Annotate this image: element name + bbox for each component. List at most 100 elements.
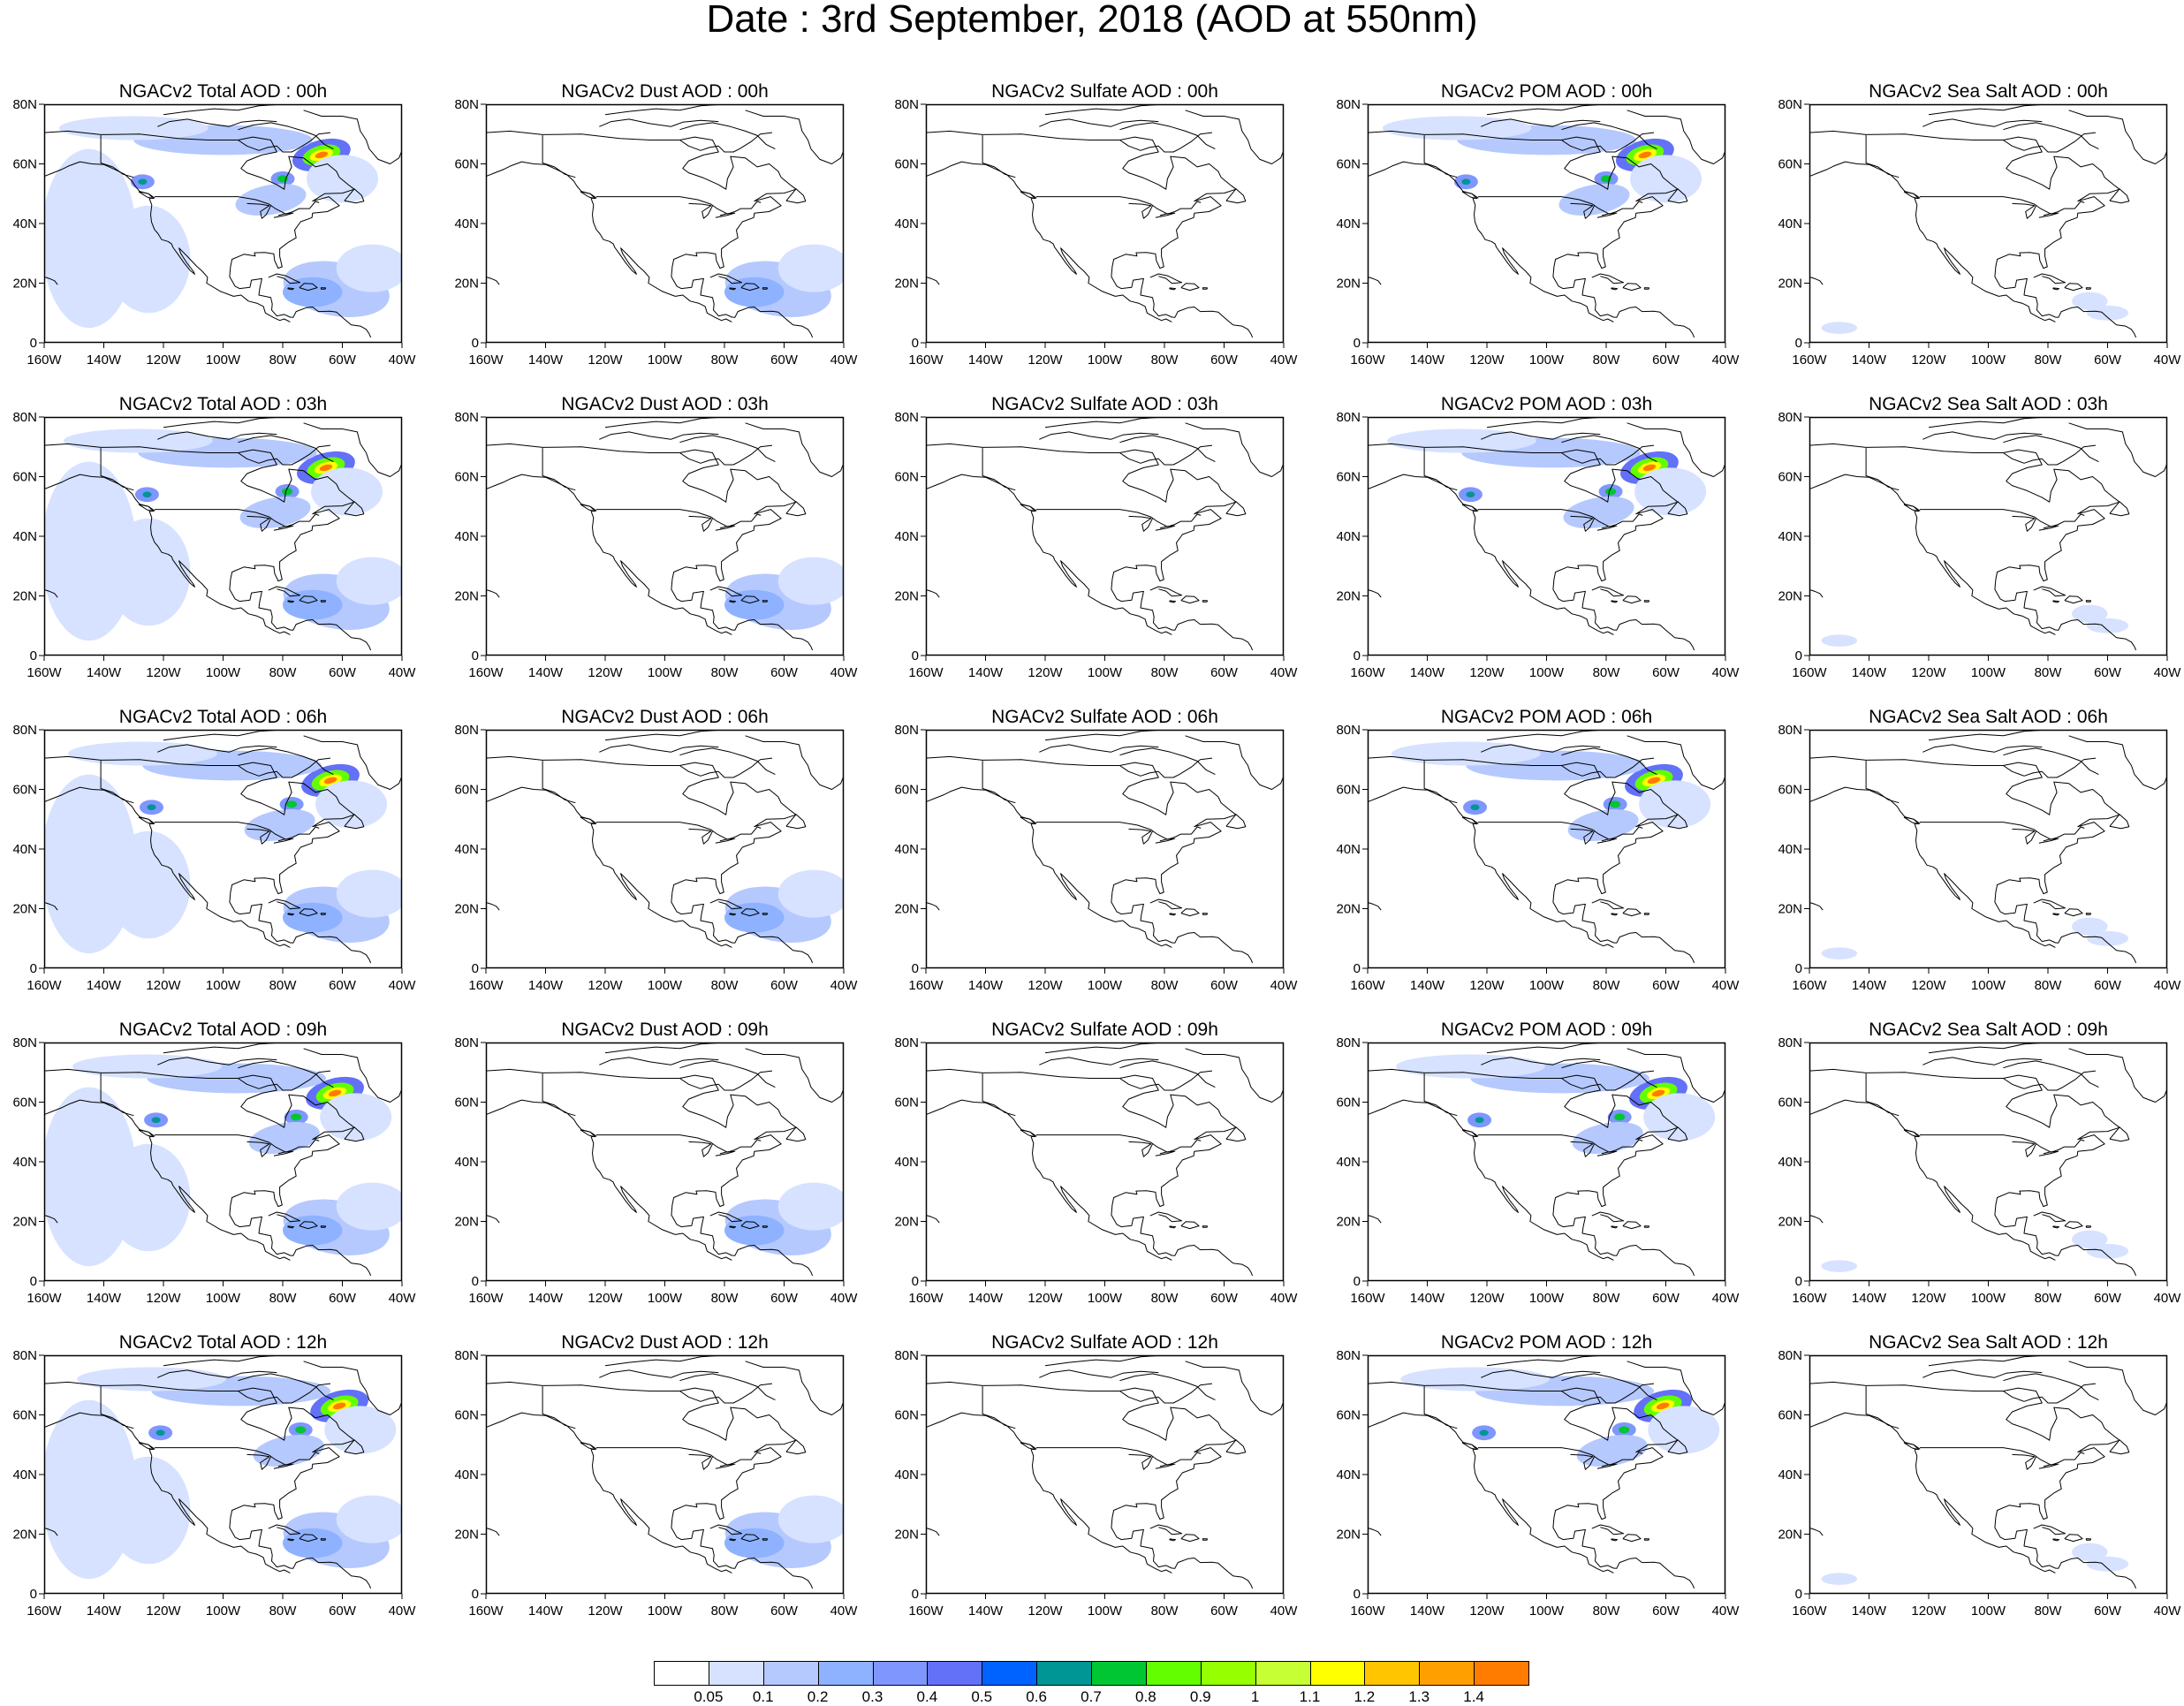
- vancouver-isl-outline: [138, 1442, 154, 1451]
- y-tick-label: 0: [472, 336, 479, 351]
- map-frame: [1809, 1042, 2168, 1282]
- aod-smoke-region: [1656, 1402, 1670, 1410]
- aod-smoke-region: [142, 491, 152, 498]
- baffin-outline: [1561, 1373, 1657, 1401]
- x-tick-label: 60W: [1210, 978, 1239, 993]
- cuba-outline: [2033, 273, 2066, 284]
- greenland-outline: [1185, 735, 1284, 790]
- cuba-outline: [1591, 898, 1625, 910]
- coast-outline: [1809, 1381, 2137, 1589]
- x-tick-label: 100W: [1088, 978, 1123, 993]
- greenland-outline: [745, 110, 844, 164]
- cuba-outline: [2033, 1524, 2066, 1535]
- map-frame: [485, 1354, 845, 1595]
- y-tick-label: 80N: [454, 723, 479, 738]
- hawaii-outline: [486, 589, 500, 598]
- y-tick-label: 0: [472, 1587, 479, 1602]
- baffin-outline: [1119, 1060, 1216, 1088]
- newfoundland-outline: [785, 1439, 807, 1455]
- x-tick-label: 60W: [1210, 353, 1239, 368]
- x-tick-label: 60W: [329, 1291, 357, 1306]
- jamaica-outline: [287, 913, 294, 916]
- arctic2-outline: [1928, 730, 2049, 741]
- colorbar-label: 0.9: [1189, 1688, 1211, 1705]
- map-frame: [1367, 1354, 1726, 1595]
- x-tick-label: 120W: [1911, 1291, 1946, 1306]
- x-tick-label: 80W: [711, 1604, 739, 1619]
- y-tick-label: 0: [1354, 1587, 1361, 1602]
- aod-smoke-region: [151, 1117, 161, 1124]
- x-tick-label: 60W: [2094, 1604, 2122, 1619]
- baffin-outline: [238, 1060, 334, 1088]
- panel-title: NGACv2 Sea Salt AOD : 06h: [1869, 707, 2108, 727]
- coast-outline: [1368, 443, 1695, 651]
- panel-title: NGACv2 Total AOD : 09h: [118, 1020, 328, 1040]
- y-tick-label: 40N: [12, 1467, 37, 1482]
- x-tick-label: 100W: [206, 978, 241, 993]
- newfoundland-outline: [1667, 1126, 1688, 1142]
- great-lakes-e-outline: [2038, 838, 2059, 844]
- x-tick-label: 60W: [329, 1604, 357, 1619]
- hawaii-outline: [1368, 1528, 1382, 1536]
- greenland-outline: [1185, 110, 1284, 164]
- arctic2-outline: [1928, 417, 2049, 428]
- greenland-outline: [745, 735, 844, 790]
- y-tick-label: 0: [30, 1274, 37, 1289]
- aod-seasalt-region: [2086, 1556, 2129, 1572]
- y-tick-label: 60N: [454, 783, 479, 798]
- arctic1-outline: [157, 744, 277, 753]
- y-tick-label: 0: [1795, 961, 1802, 976]
- panel-title: NGACv2 Sulfate AOD : 09h: [991, 1020, 1218, 1040]
- aod-smoke-region: [332, 1402, 346, 1410]
- x-tick-label: 40W: [389, 353, 417, 368]
- puerto-rico-outline: [1643, 1538, 1650, 1541]
- puerto-rico-outline: [762, 1538, 769, 1541]
- x-tick-label: 160W: [1350, 1604, 1385, 1619]
- y-tick-label: 20N: [894, 589, 919, 604]
- hispaniola-outline: [1622, 283, 1642, 292]
- great-lakes-s-outline: [246, 1141, 271, 1157]
- x-tick-label: 80W: [269, 978, 298, 993]
- x-tick-label: 160W: [27, 353, 62, 368]
- aod-smoke-region: [315, 780, 388, 829]
- x-tick-label: 40W: [1712, 978, 1740, 993]
- arctic2-outline: [163, 1043, 284, 1054]
- arctic1-outline: [157, 1057, 277, 1065]
- y-tick-label: 80N: [12, 1035, 37, 1050]
- x-tick-label: 120W: [1911, 1604, 1946, 1619]
- hudson-n-outline: [679, 757, 773, 778]
- x-tick-label: 120W: [146, 1604, 181, 1619]
- x-tick-label: 140W: [87, 353, 122, 368]
- aod-smoke-region: [328, 1089, 342, 1097]
- colorbar-swatch: [1255, 1661, 1311, 1686]
- border-49-outline: [595, 1447, 762, 1466]
- y-tick-label: 20N: [454, 902, 479, 917]
- pacific-outline: [1368, 161, 1614, 322]
- panel-title: NGACv2 Dust AOD : 06h: [561, 707, 769, 727]
- hispaniola-outline: [2064, 1534, 2083, 1543]
- x-tick-label: 140W: [528, 1291, 564, 1306]
- coast-outline: [926, 130, 1254, 338]
- y-tick-label: 20N: [454, 589, 479, 604]
- aod-seasalt-region: [2086, 618, 2129, 633]
- aod-dust-region: [724, 1215, 785, 1246]
- x-tick-label: 160W: [908, 353, 944, 368]
- x-tick-label: 140W: [87, 978, 122, 993]
- cuba-outline: [1591, 1211, 1625, 1223]
- y-tick-label: 80N: [12, 410, 37, 425]
- arctic1-outline: [1481, 744, 1601, 753]
- x-tick-label: 80W: [2035, 1291, 2063, 1306]
- y-tick-label: 0: [912, 336, 919, 351]
- x-tick-label: 140W: [968, 353, 1004, 368]
- x-tick-label: 120W: [588, 1291, 623, 1306]
- x-tick-label: 60W: [770, 1604, 799, 1619]
- y-tick-label: 20N: [1336, 1528, 1361, 1543]
- x-tick-label: 100W: [206, 1604, 241, 1619]
- alaska-border-outline: [982, 1386, 1016, 1429]
- panel-title: NGACv2 Sea Salt AOD : 09h: [1869, 1020, 2108, 1040]
- y-tick-label: 60N: [1778, 1408, 1802, 1423]
- map-frame: [485, 729, 845, 969]
- y-tick-label: 60N: [894, 1096, 919, 1111]
- map-plot: 160W 140W 120W 100W 80W 60W 40W 0 20N 40N 60N 80N: [1778, 97, 2181, 368]
- vancouver-isl-outline: [138, 1129, 154, 1138]
